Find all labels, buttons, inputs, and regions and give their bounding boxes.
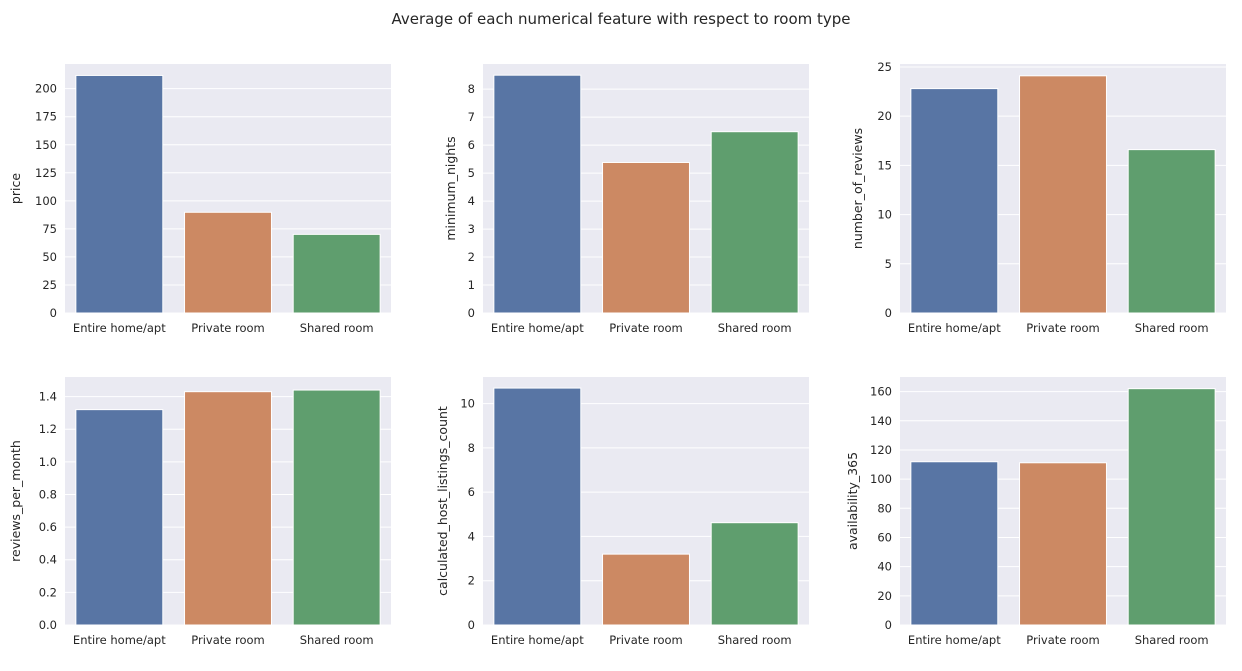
y-tick-label: 175 xyxy=(35,110,57,124)
y-tick-label: 0.8 xyxy=(39,487,57,501)
bar xyxy=(910,88,999,314)
y-tick-label: 2 xyxy=(468,250,475,264)
y-tick-label: 120 xyxy=(870,443,892,457)
y-tick-label: 0 xyxy=(50,306,57,320)
y-tick-label: 6 xyxy=(468,485,475,499)
bar xyxy=(710,131,799,314)
bar xyxy=(75,74,164,314)
x-tick-label: Private room xyxy=(191,321,265,335)
y-tick-label: 7 xyxy=(468,110,475,124)
x-tick-label: Entire home/apt xyxy=(73,321,166,335)
y-tick-label: 2 xyxy=(468,574,475,588)
y-tick-label: 0 xyxy=(468,618,475,632)
y-axis-label: calculated_host_listings_count xyxy=(435,406,450,596)
bar xyxy=(602,161,690,314)
y-tick-label: 140 xyxy=(870,414,892,428)
y-tick-label: 100 xyxy=(870,472,892,486)
y-tick-label: 20 xyxy=(877,589,892,603)
y-tick-label: 4 xyxy=(468,194,475,208)
y-tick-label: 10 xyxy=(460,397,475,411)
bar xyxy=(292,233,381,314)
y-tick-label: 5 xyxy=(468,166,475,180)
y-tick-label: 80 xyxy=(877,501,892,515)
x-tick-label: Entire home/apt xyxy=(908,321,1001,335)
subplot-reviews-per-month: 0.0 0.2 0.4 0.6 0.8 1.0 1.2 1.4 Entire home/apt P… xyxy=(8,377,391,647)
y-tick-label: 8 xyxy=(468,441,475,455)
y-axis-label: number_of_reviews xyxy=(850,128,865,249)
y-tick-label: 100 xyxy=(35,194,57,208)
y-tick-label: 60 xyxy=(877,530,892,544)
y-axis-label: minimum_nights xyxy=(443,136,458,240)
x-tick-label: Entire home/apt xyxy=(491,633,584,647)
x-tick-label: Shared room xyxy=(300,633,374,647)
y-tick-label: 1 xyxy=(468,278,475,292)
y-tick-label: 25 xyxy=(877,60,892,74)
bar xyxy=(75,409,164,626)
y-tick-label: 10 xyxy=(877,208,892,222)
y-tick-label: 25 xyxy=(42,278,57,292)
y-tick-label: 150 xyxy=(35,138,57,152)
subplot-number-of-reviews: 0 5 10 15 20 25 Entire home/apt Private room Sha… xyxy=(850,60,1226,335)
x-tick-label: Shared room xyxy=(718,633,792,647)
y-tick-label: 125 xyxy=(35,166,57,180)
x-tick-label: Entire home/apt xyxy=(73,633,166,647)
x-tick-label: Shared room xyxy=(1135,633,1209,647)
y-tick-label: 20 xyxy=(877,109,892,123)
y-tick-label: 160 xyxy=(870,385,892,399)
x-tick-label: Shared room xyxy=(718,321,792,335)
y-axis-label: price xyxy=(8,173,23,204)
bar xyxy=(1127,388,1216,626)
bar xyxy=(1019,462,1107,626)
y-axis-label: reviews_per_month xyxy=(8,440,23,562)
y-tick-label: 0.0 xyxy=(39,618,57,632)
y-tick-label: 6 xyxy=(468,138,475,152)
x-tick-label: Private room xyxy=(1026,321,1100,335)
subplot-calculated-host-listings-count: 0 2 4 6 8 10 Entire home/apt Private room Shared… xyxy=(435,377,809,647)
y-tick-label: 8 xyxy=(468,82,475,96)
bar xyxy=(292,389,381,626)
x-tick-label: Private room xyxy=(1026,633,1100,647)
y-tick-label: 0 xyxy=(885,306,892,320)
y-tick-label: 4 xyxy=(468,529,475,543)
y-tick-label: 0 xyxy=(885,618,892,632)
y-tick-label: 1.4 xyxy=(39,390,57,404)
subplot-price: 0 25 50 75 100 125 150 175 200 Entire home/apt Pri… xyxy=(8,64,391,335)
x-tick-label: Shared room xyxy=(1135,321,1209,335)
bar xyxy=(493,387,582,626)
x-tick-label: Entire home/apt xyxy=(491,321,584,335)
y-tick-label: 5 xyxy=(885,257,892,271)
x-tick-label: Private room xyxy=(609,633,683,647)
y-tick-label: 0 xyxy=(468,306,475,320)
x-tick-label: Private room xyxy=(609,321,683,335)
y-tick-label: 0.6 xyxy=(39,520,57,534)
bar xyxy=(1127,149,1216,314)
y-tick-label: 0.4 xyxy=(39,553,57,567)
y-tick-label: 40 xyxy=(877,560,892,574)
bar xyxy=(1019,75,1107,314)
subplot-minimum-nights: 0 1 2 3 4 5 6 7 8 Entire home/apt Private room Shar… xyxy=(443,64,809,335)
subplot-availability-365: 0 20 40 60 80 100 120 140 160 Entire home/apt Priv… xyxy=(845,377,1226,647)
bar xyxy=(710,522,799,626)
y-tick-label: 50 xyxy=(42,250,57,264)
x-tick-label: Shared room xyxy=(300,321,374,335)
x-tick-label: Entire home/apt xyxy=(908,633,1001,647)
y-axis-label: availability_365 xyxy=(845,452,860,550)
y-tick-label: 3 xyxy=(468,222,475,236)
figure-title: Average of each numerical feature with r… xyxy=(391,10,851,28)
y-tick-label: 0.2 xyxy=(39,585,57,599)
bar xyxy=(493,74,582,314)
bar xyxy=(184,211,272,314)
bar xyxy=(910,461,999,626)
bar xyxy=(184,391,272,626)
y-tick-label: 75 xyxy=(42,222,57,236)
y-tick-label: 1.0 xyxy=(39,455,57,469)
y-tick-label: 15 xyxy=(877,158,892,172)
y-tick-label: 1.2 xyxy=(39,422,57,436)
y-tick-label: 200 xyxy=(35,82,57,96)
bar xyxy=(602,553,690,626)
x-tick-label: Private room xyxy=(191,633,265,647)
